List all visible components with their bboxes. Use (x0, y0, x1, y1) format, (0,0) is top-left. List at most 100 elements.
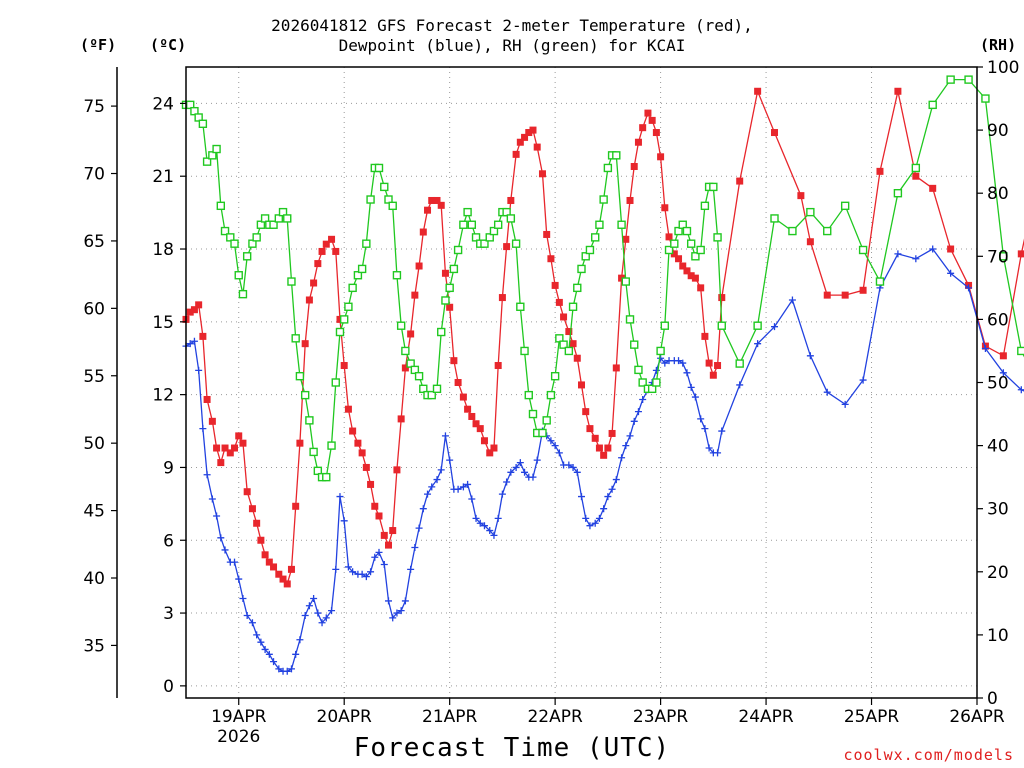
data-point-marker (380, 531, 388, 539)
data-point-marker (618, 454, 626, 462)
series-relative-humidity (181, 75, 1024, 482)
data-point-marker (256, 220, 266, 229)
data-point-marker (622, 442, 630, 450)
x-tick-label: 19APR (211, 707, 267, 727)
data-point-marker (718, 294, 726, 302)
data-point-marker (929, 245, 937, 253)
x-tick-label: 21APR (422, 707, 478, 727)
data-point-marker (618, 274, 626, 282)
data-point-marker (349, 568, 357, 576)
data-point-marker (194, 113, 203, 122)
data-point-marker (674, 226, 683, 236)
data-point-marker (453, 245, 463, 255)
data-point-marker (591, 519, 599, 527)
data-point-marker (701, 425, 709, 433)
data-point-marker (506, 214, 516, 223)
celsius-tick-label: 18 (152, 240, 174, 260)
data-point-marker (270, 563, 278, 571)
data-point-marker (406, 359, 415, 368)
data-point-marker (507, 196, 515, 204)
data-point-marker (586, 425, 594, 433)
data-point-marker (736, 177, 744, 185)
rh-tick-label: 60 (987, 310, 1009, 330)
data-point-marker (512, 463, 520, 471)
rh-tick-label: 20 (987, 563, 1009, 583)
data-point-marker (538, 170, 546, 178)
data-point-marker (396, 321, 406, 330)
data-point-marker (336, 493, 344, 501)
data-point-marker (529, 126, 537, 134)
data-point-marker (375, 548, 383, 556)
data-point-marker (516, 459, 524, 467)
rh-tick-label: 100 (987, 58, 1019, 78)
data-point-marker (217, 459, 225, 467)
data-point-marker (661, 359, 669, 367)
data-point-marker (521, 133, 529, 141)
data-point-marker (516, 138, 524, 146)
data-point-marker (468, 412, 476, 420)
data-point-marker (591, 233, 600, 242)
data-point-marker (494, 514, 502, 522)
data-point-marker (464, 405, 472, 413)
data-point-marker (476, 425, 484, 433)
data-point-marker (446, 303, 454, 311)
data-point-marker (875, 277, 885, 286)
data-point-marker (332, 247, 340, 255)
data-point-marker (464, 480, 472, 488)
data-point-marker (560, 313, 568, 321)
data-point-marker (283, 214, 292, 223)
data-point-marker (212, 144, 221, 154)
data-point-marker (459, 220, 468, 229)
rh-tick-label: 0 (987, 689, 998, 709)
data-point-marker (1017, 250, 1024, 258)
celsius-tick-label: 21 (152, 167, 174, 187)
data-point-marker (823, 388, 831, 396)
data-point-marker (389, 614, 397, 622)
data-point-marker (621, 277, 630, 286)
data-point-marker (490, 444, 498, 452)
data-point-marker (965, 284, 973, 292)
data-point-marker (199, 332, 207, 340)
data-point-marker (503, 478, 511, 486)
data-point-marker (754, 340, 762, 348)
data-point-marker (195, 366, 203, 374)
data-point-marker (220, 226, 230, 236)
data-point-marker (384, 195, 393, 204)
data-point-marker (203, 471, 211, 479)
data-point-marker (459, 393, 467, 401)
data-point-marker (494, 362, 502, 370)
data-point-marker (269, 220, 278, 229)
x-tick-label: 22APR (527, 707, 583, 727)
data-point-marker (283, 667, 291, 675)
data-point-marker (578, 493, 585, 501)
fahrenheit-tick-label: 70 (83, 165, 105, 185)
x-tick-label: 25APR (844, 707, 900, 727)
data-point-marker (234, 271, 243, 280)
data-point-marker (999, 352, 1007, 360)
data-point-marker (419, 505, 427, 513)
series-layer (181, 75, 1024, 675)
data-point-marker (380, 561, 388, 569)
data-point-marker (981, 94, 990, 103)
data-point-marker (547, 255, 555, 263)
data-point-marker (687, 272, 695, 280)
data-point-marker (208, 417, 216, 425)
data-point-marker (542, 416, 551, 425)
series-line (185, 248, 1024, 672)
data-point-marker (696, 245, 705, 255)
data-point-marker (630, 340, 639, 349)
data-point-marker (1017, 346, 1024, 356)
data-point-marker (770, 214, 779, 223)
data-point-marker (278, 207, 288, 217)
data-point-marker (295, 371, 305, 381)
data-point-marker (841, 400, 849, 408)
data-point-marker (445, 283, 454, 293)
data-point-marker (296, 636, 304, 644)
data-point-marker (367, 480, 375, 488)
data-point-marker (525, 129, 533, 137)
data-point-marker (235, 575, 243, 583)
data-point-marker (437, 466, 445, 474)
grid-lines (186, 67, 977, 698)
data-point-marker (354, 439, 362, 447)
data-point-marker (208, 151, 217, 160)
